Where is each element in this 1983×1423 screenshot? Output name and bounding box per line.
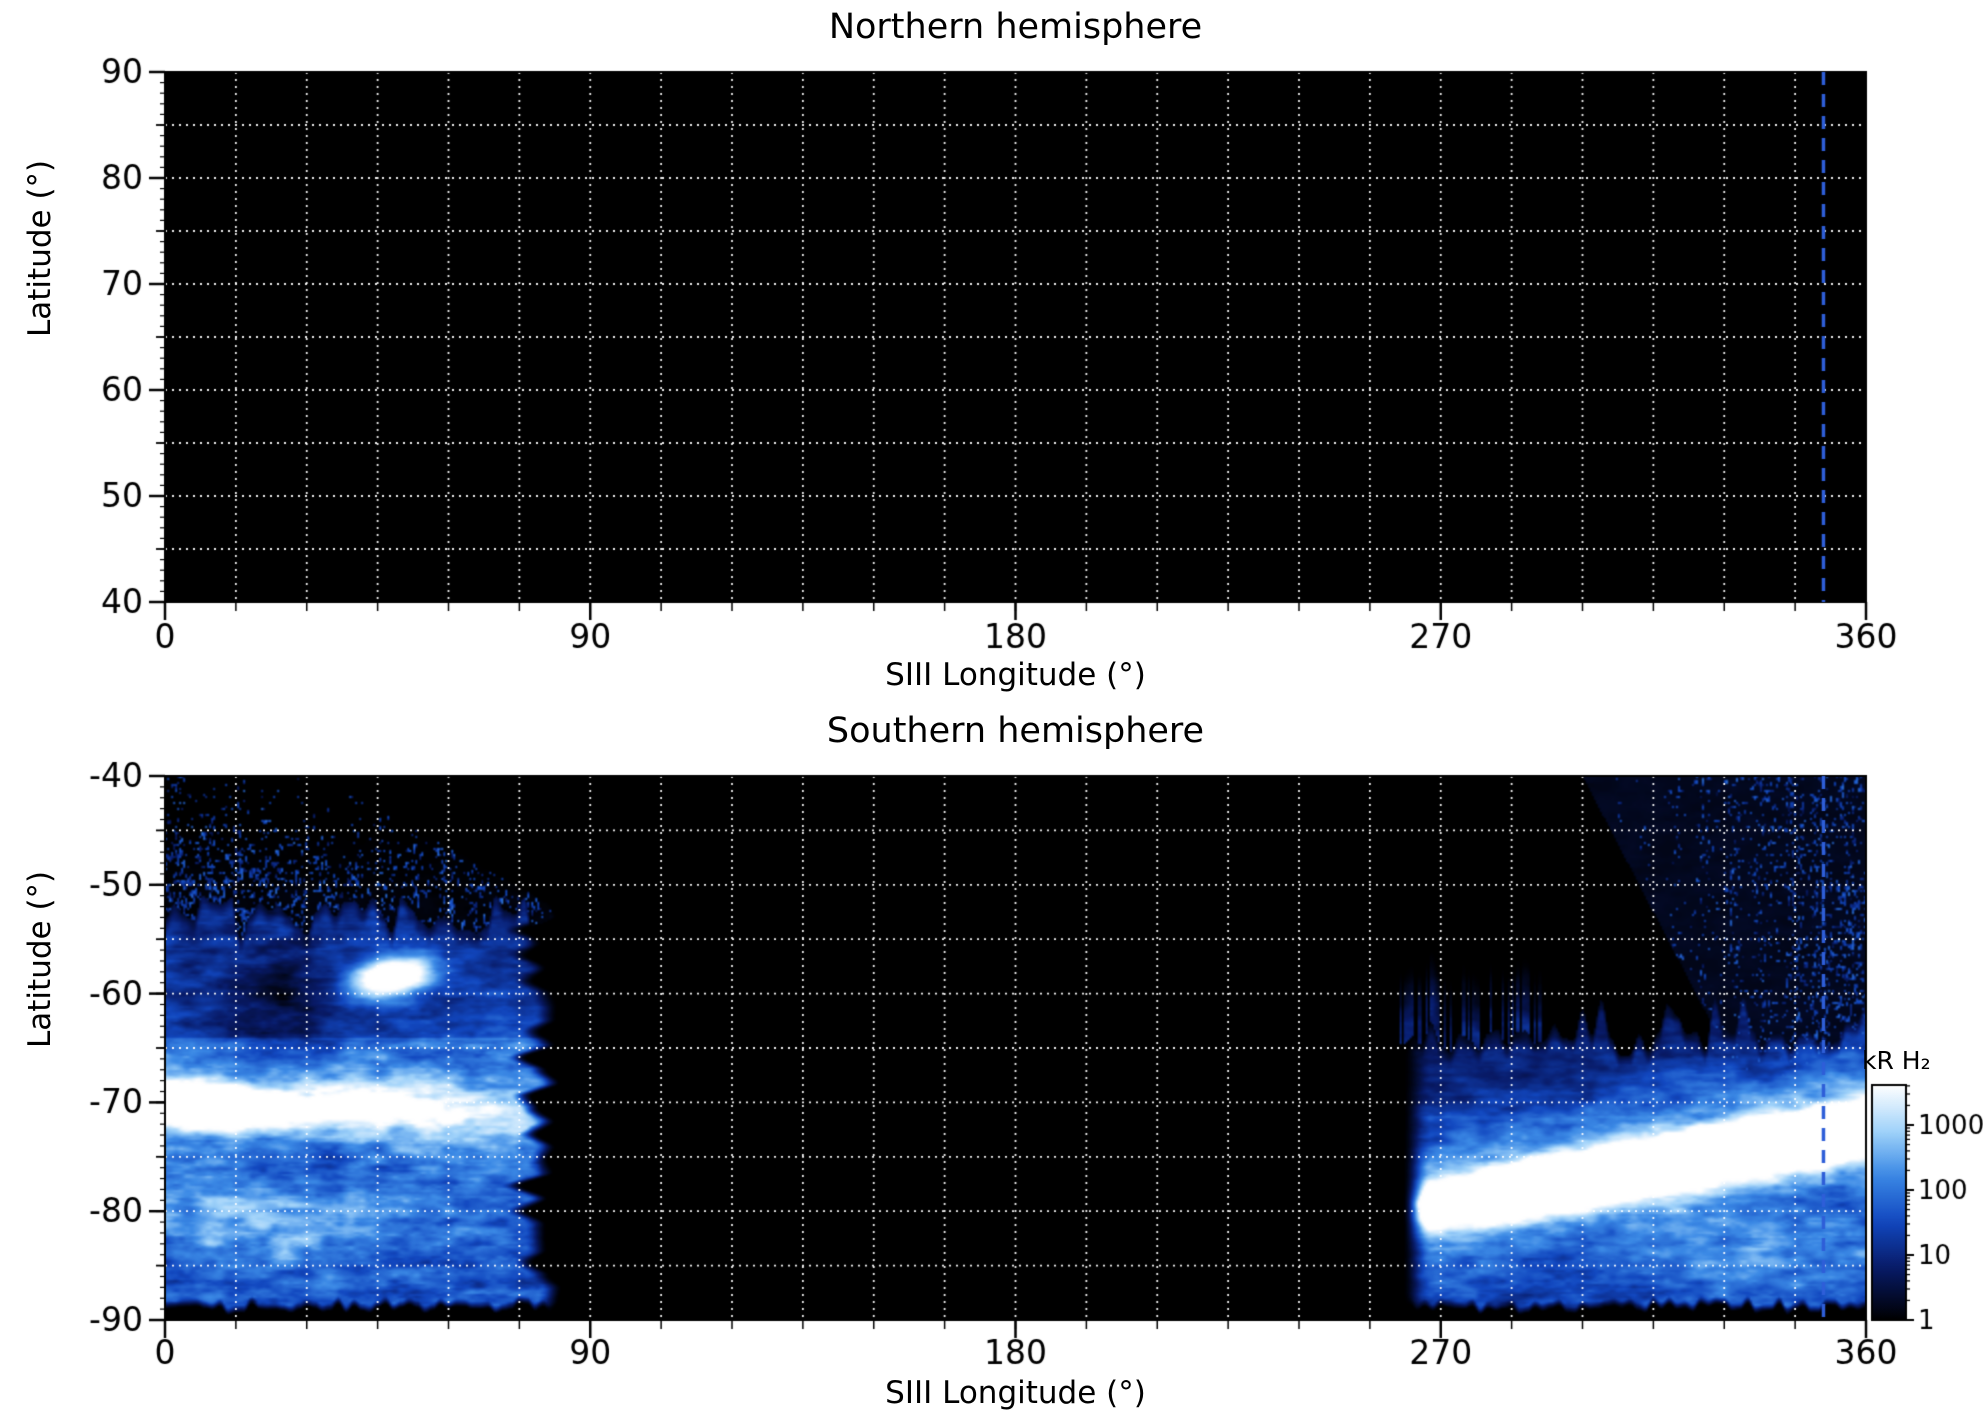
south-xaxis-label: SIII Longitude (°) [885, 1375, 1146, 1411]
colorbar-label: kR H₂ [1862, 1046, 1931, 1075]
north-xaxis-label: SIII Longitude (°) [885, 657, 1146, 693]
north-panel-title: Northern hemisphere [828, 7, 1203, 47]
south-panel-title: Southern hemisphere [826, 711, 1205, 751]
